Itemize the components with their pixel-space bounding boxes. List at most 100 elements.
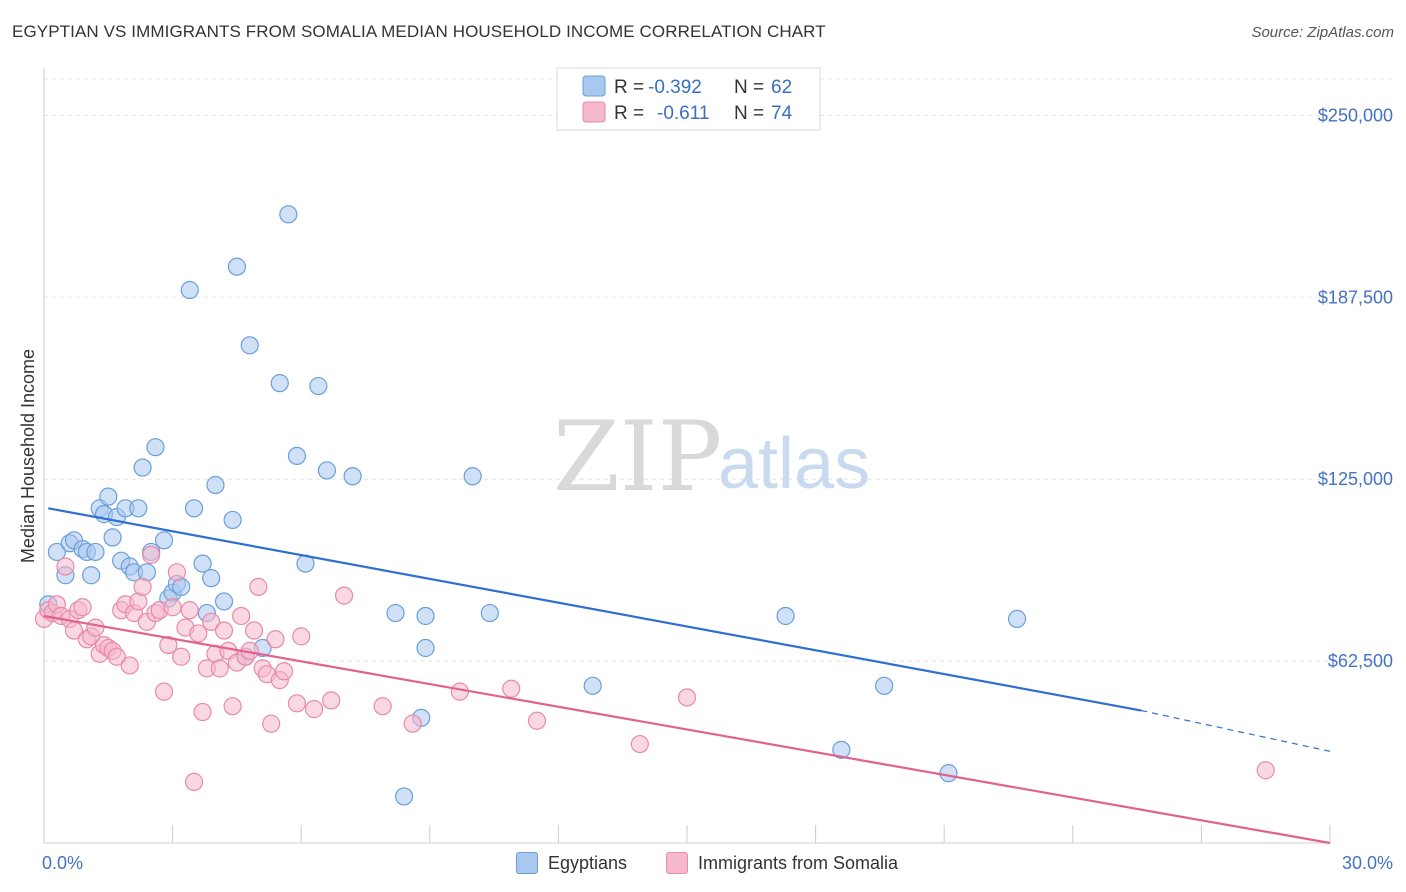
somalia-point-56	[274, 662, 294, 681]
egyptian-point-28	[180, 280, 199, 300]
somalia-point-23	[133, 577, 152, 596]
y-axis-label: Median Household Income	[18, 349, 38, 563]
chart-source: Source: ZipAtlas.com	[1251, 24, 1394, 41]
egyptian-point-40	[270, 374, 289, 393]
somalia-point-30	[163, 598, 182, 617]
somalia-point-44	[223, 697, 242, 716]
somalia-point-64	[450, 682, 469, 701]
egyptian-point-56	[832, 740, 851, 759]
top-legend: R = -0.392 N = 62 R = -0.611 N = 74	[556, 67, 821, 131]
egyptian-point-42	[287, 446, 307, 466]
somalia-point-69	[1256, 761, 1275, 780]
chart-title: EGYPTIAN VS IMMIGRANTS FROM SOMALIA MEDI…	[12, 22, 826, 41]
axes	[43, 68, 1331, 844]
bottom-legend: Egyptians Immigrants from Somalia	[0, 852, 1406, 878]
legend-r-value-1: -0.392	[648, 77, 702, 98]
somalia-point-20	[120, 656, 139, 675]
egyptian-point-12	[103, 528, 122, 547]
y-tick-label-2: $187,500	[1318, 287, 1393, 307]
egyptian-point-33	[206, 475, 225, 495]
somalia-point-29	[159, 635, 178, 655]
egyptian-point-41	[279, 205, 298, 224]
egyptian-point-32	[202, 569, 221, 588]
legend-item-somalia[interactable]: Immigrants from Somalia	[666, 852, 898, 874]
egyptian-point-52	[463, 467, 482, 486]
somalia-point-68	[677, 688, 697, 707]
legend-swatch-blue	[582, 75, 606, 97]
somalia-point-67	[630, 734, 649, 754]
somalia-point-54	[266, 630, 285, 649]
egyptian-point-57	[875, 676, 894, 695]
somalia-point-32	[172, 647, 191, 666]
scatter-points	[34, 205, 1275, 806]
somalia-point-49	[244, 621, 264, 640]
legend-swatch-pink	[582, 101, 606, 123]
y-tick-label-3: $250,000	[1318, 105, 1393, 125]
egyptian-point-59	[1007, 609, 1027, 628]
trend-lines	[43, 507, 1331, 845]
y-tick-label-1: $125,000	[1318, 469, 1393, 489]
somalia-point-5	[56, 557, 75, 576]
somalia-point-66	[527, 711, 547, 730]
legend-label-somalia: Immigrants from Somalia	[698, 852, 899, 873]
y-tick-labels: $62,500 $125,000 $187,500 $250,000	[1318, 105, 1393, 671]
egyptian-point-50	[416, 606, 435, 626]
egyptian-point-8	[86, 542, 105, 562]
somalia-point-63	[403, 714, 422, 733]
somalia-point-59	[304, 700, 324, 719]
legend-label-egyptians: Egyptians	[548, 852, 628, 873]
egyptian-point-58	[939, 764, 958, 783]
somalia-point-62	[373, 697, 392, 716]
egyptian-point-44	[309, 376, 328, 396]
x-tick-label-1: 30.0%	[1342, 853, 1393, 873]
egyptian-point-1	[47, 542, 66, 562]
somalia-point-39	[202, 612, 221, 631]
somalia-point-50	[249, 577, 268, 596]
somalia-point-9	[73, 598, 92, 617]
watermark-atlas: atlas	[718, 424, 870, 504]
egyptian-point-19	[133, 458, 152, 477]
egyptian-point-18	[129, 499, 148, 518]
somalia-trend-line	[43, 614, 1331, 845]
egyptian-point-45	[317, 461, 337, 480]
somalia-point-58	[292, 627, 311, 646]
somalia-point-12	[86, 618, 105, 637]
egyptian-point-34	[214, 592, 234, 611]
egyptian-point-48	[394, 787, 414, 806]
somalia-point-65	[502, 679, 521, 698]
somalia-point-46	[232, 606, 251, 626]
egyptian-point-36	[227, 257, 246, 276]
somalia-point-36	[189, 624, 208, 643]
legend-n-label-1: N =	[734, 77, 764, 98]
egyptian-point-22	[146, 438, 165, 457]
watermark-zip: ZIP	[553, 401, 722, 513]
egyptian-point-54	[583, 676, 602, 695]
egyptian-point-30	[193, 554, 212, 573]
legend-swatch-somalia	[666, 852, 688, 874]
legend-n-label-2: N =	[734, 103, 764, 124]
egyptian-point-29	[184, 499, 204, 518]
egyptian-point-55	[776, 606, 795, 626]
somalia-point-53	[262, 714, 281, 733]
egyptian-point-53	[480, 603, 499, 623]
legend-item-egyptians[interactable]: Egyptians	[516, 852, 627, 874]
egyptian-point-47	[386, 603, 405, 623]
egyptian-point-51	[416, 638, 435, 658]
egyptian-trend-extension	[1141, 709, 1331, 752]
somalia-point-41	[210, 659, 229, 678]
egyptian-point-7	[82, 566, 101, 585]
somalia-point-35	[184, 772, 204, 791]
legend-n-value-2: 74	[771, 103, 793, 124]
egyptian-point-23	[154, 531, 174, 550]
egyptian-point-38	[240, 336, 259, 355]
somalia-point-61	[334, 586, 354, 605]
legend-r-label-1: R =	[614, 77, 644, 98]
legend-r-label-2: R =	[614, 103, 644, 124]
y-tick-label-0: $62,500	[1328, 651, 1393, 671]
legend-swatch-egyptians	[516, 852, 538, 874]
egyptian-trend-line	[48, 507, 1142, 712]
legend-n-value-1: 62	[771, 77, 792, 98]
somalia-point-28	[154, 682, 174, 701]
egyptian-point-11	[99, 487, 118, 506]
somalia-point-31	[167, 563, 186, 582]
